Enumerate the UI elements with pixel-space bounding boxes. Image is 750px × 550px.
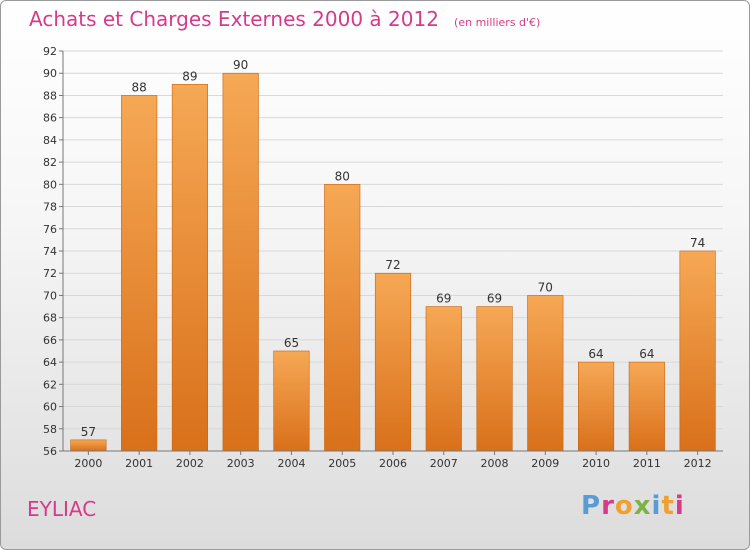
- proxiti-logo[interactable]: Proxiti: [581, 491, 685, 521]
- x-tick-label: 2000: [74, 457, 102, 470]
- bar: [70, 439, 107, 452]
- x-tick-label: 2009: [531, 457, 559, 470]
- axes: [59, 50, 723, 455]
- x-tick-label: 2005: [328, 457, 356, 470]
- title-row: Achats et Charges Externes 2000 à 2012 (…: [29, 7, 540, 31]
- data-label: 69: [487, 292, 502, 306]
- x-tick-label: 2008: [481, 457, 509, 470]
- x-tick-label: 2002: [176, 457, 204, 470]
- bar: [628, 361, 665, 452]
- y-tick-label: 70: [43, 289, 57, 302]
- y-tick-label: 78: [43, 201, 57, 214]
- y-tick-label: 80: [43, 178, 57, 191]
- data-label: 65: [284, 336, 299, 350]
- data-label: 57: [81, 425, 96, 439]
- logo-letter: i: [651, 491, 662, 521]
- bar: [679, 250, 716, 452]
- data-label: 69: [436, 292, 451, 306]
- x-tick-label: 2003: [227, 457, 255, 470]
- bar: [425, 306, 462, 452]
- place-name: EYLIAC: [27, 497, 97, 521]
- logo-letter: P: [581, 491, 602, 521]
- data-label: 64: [588, 347, 603, 361]
- x-tick-label: 2011: [633, 457, 661, 470]
- bar: [273, 350, 310, 452]
- bar: [476, 306, 513, 452]
- data-label: 90: [233, 58, 248, 72]
- logo-letter: x: [633, 491, 652, 521]
- bars: [70, 72, 716, 452]
- y-tick-label: 62: [43, 378, 57, 391]
- x-tick-label: 2012: [684, 457, 712, 470]
- chart-unit-note: (en milliers d'€): [454, 16, 541, 29]
- x-tick-label: 2001: [125, 457, 153, 470]
- x-tick-labels: 2000 2001 2002 2003 2004 2005 2006 2007 2008 2009…: [74, 457, 711, 470]
- y-tick-label: 56: [43, 445, 57, 458]
- data-label: 64: [639, 347, 654, 361]
- y-tick-label: 92: [43, 45, 57, 58]
- y-tick-label: 84: [43, 134, 57, 147]
- chart-title: Achats et Charges Externes 2000 à 2012: [29, 7, 439, 31]
- data-labels: 57 88 89 90 65 80 72 69 69 70 64 64 74: [81, 58, 706, 439]
- data-label: 72: [385, 258, 400, 272]
- y-tick-label: 90: [43, 67, 57, 80]
- data-label: 74: [690, 236, 705, 250]
- data-label: 70: [538, 280, 553, 294]
- y-tick-label: 88: [43, 89, 57, 102]
- y-tick-label: 72: [43, 267, 57, 280]
- y-tick-labels: 56 58 60 62 64 66 68 70 72 74 76 78 80 82 84 86 88 90 92: [43, 45, 57, 458]
- y-tick-label: 64: [43, 356, 57, 369]
- x-tick-label: 2006: [379, 457, 407, 470]
- data-label: 80: [335, 169, 350, 183]
- y-tick-label: 66: [43, 334, 57, 347]
- logo-letter: t: [661, 491, 675, 521]
- bar: [324, 184, 361, 452]
- bar: [121, 95, 158, 452]
- data-label: 89: [182, 69, 197, 83]
- data-label: 88: [132, 80, 147, 94]
- bar: [171, 84, 208, 452]
- logo-letter: o: [614, 491, 634, 521]
- x-tick-label: 2010: [582, 457, 610, 470]
- bar: [527, 295, 564, 452]
- y-tick-label: 74: [43, 245, 57, 258]
- logo-letter: r: [601, 491, 615, 521]
- y-tick-label: 76: [43, 223, 57, 236]
- bar: [222, 72, 259, 452]
- bar: [374, 272, 412, 452]
- bar: [578, 361, 615, 452]
- logo-letter: i: [674, 491, 685, 521]
- y-tick-label: 68: [43, 312, 57, 325]
- x-tick-label: 2007: [430, 457, 458, 470]
- x-tick-label: 2004: [277, 457, 305, 470]
- y-tick-label: 60: [43, 401, 57, 414]
- y-tick-label: 82: [43, 156, 57, 169]
- y-tick-label: 58: [43, 423, 57, 436]
- y-tick-label: 86: [43, 112, 57, 125]
